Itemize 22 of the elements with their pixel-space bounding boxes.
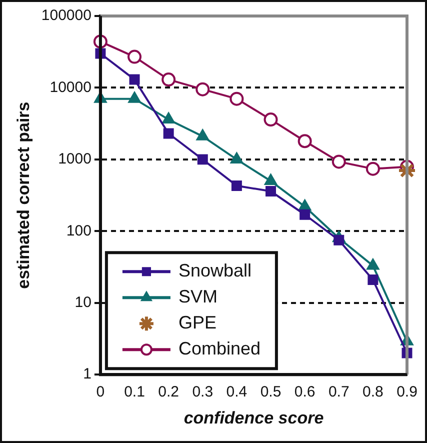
x-tick-label: 0.2 bbox=[158, 384, 180, 401]
x-tick-label: 0.4 bbox=[226, 384, 248, 401]
x-tick-label: 0.5 bbox=[260, 384, 282, 401]
x-axis-title: confidence score bbox=[184, 408, 324, 428]
legend-label: Snowball bbox=[178, 260, 252, 281]
y-tick-label: 100000 bbox=[41, 7, 92, 24]
x-tick-label: 0.3 bbox=[192, 384, 214, 401]
y-tick-label: 10000 bbox=[50, 78, 92, 96]
legend-label: GPE bbox=[178, 312, 216, 333]
x-tick-label: 0 bbox=[96, 384, 105, 401]
y-axis-title: estimated correct pairs bbox=[14, 102, 33, 289]
y-tick-label: 10 bbox=[74, 294, 92, 312]
x-tick-label: 0.7 bbox=[328, 384, 350, 401]
legend-label: Combined bbox=[178, 338, 260, 359]
legend-label: SVM bbox=[178, 286, 218, 307]
y-tick-label: 1000 bbox=[58, 150, 92, 168]
y-tick-label: 1 bbox=[83, 366, 92, 383]
y-tick-label: 100 bbox=[66, 222, 92, 240]
x-tick-label: 0.9 bbox=[396, 384, 418, 401]
x-tick-label: 0.8 bbox=[362, 384, 384, 401]
x-tick-label: 0.6 bbox=[294, 384, 316, 401]
x-tick-label: 0.1 bbox=[124, 384, 145, 401]
